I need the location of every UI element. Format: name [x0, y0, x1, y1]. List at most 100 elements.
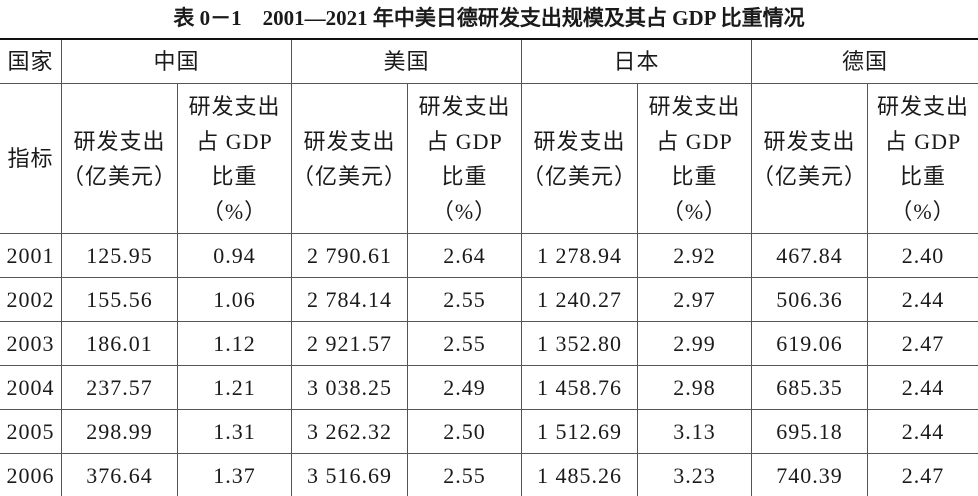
cell-text: 2.64	[443, 243, 486, 268]
data-cell: 2.64	[408, 234, 522, 278]
data-cell: 1.31	[178, 410, 292, 454]
cell-text: （亿美元）	[522, 163, 638, 189]
cell-text: 2.92	[673, 243, 716, 268]
cell-text: 237.57	[86, 375, 153, 400]
cell-text: 1 240.27	[537, 287, 622, 312]
cell-text: 研发支出	[763, 128, 856, 154]
cell-text: 研发支出	[188, 93, 281, 119]
cell-text: 2001	[6, 243, 55, 268]
cell-text: 3.13	[673, 419, 716, 444]
cell-text: 2.98	[673, 375, 716, 400]
data-cell: 1.37	[178, 454, 292, 496]
row-label: 2006	[0, 454, 62, 496]
cell-text: 中国	[153, 49, 200, 74]
data-cell: 125.95	[62, 234, 178, 278]
cell-text: 2 790.61	[307, 243, 392, 268]
data-cell: 298.99	[62, 410, 178, 454]
cell-text: 德国	[841, 49, 888, 74]
cell-text: 2005	[6, 419, 55, 444]
cell-text: 506.36	[776, 287, 843, 312]
data-cell: 155.56	[62, 278, 178, 322]
cell-text: 2.49	[443, 375, 486, 400]
cell-text: 比重	[441, 163, 488, 189]
data-cell: 2.49	[408, 366, 522, 410]
cell-text: （亿美元）	[752, 163, 868, 189]
table: 国家 中国 美国 日本 德国 指标 研发支出 （亿美元） 研发支出占 GDP 比重 （%） 研发支出（…	[0, 38, 978, 496]
data-cell: 3.23	[638, 454, 752, 496]
cell-text: 1 352.80	[537, 331, 622, 356]
cell-text: 1 458.76	[537, 375, 622, 400]
data-cell: 2.44	[868, 410, 978, 454]
cell-text: 美国	[383, 49, 430, 74]
cell-text: （%）	[661, 198, 728, 224]
data-cell: 695.18	[752, 410, 868, 454]
column-header: 研发支出占 GDP 比重 （%）	[868, 84, 978, 234]
cell-text: 1 485.26	[537, 463, 622, 488]
data-cell: 1.21	[178, 366, 292, 410]
country-header: 美国	[292, 40, 522, 84]
header-cell: 国家	[0, 40, 62, 84]
cell-text: 比重	[899, 163, 946, 189]
cell-text: 3.23	[673, 463, 716, 488]
cell-text: 1.12	[213, 331, 256, 356]
data-cell: 237.57	[62, 366, 178, 410]
data-cell: 2.47	[868, 322, 978, 366]
data-cell: 186.01	[62, 322, 178, 366]
data-cell: 376.64	[62, 454, 178, 496]
cell-text: 467.84	[776, 243, 843, 268]
cell-text: （%）	[201, 198, 268, 224]
data-cell: 1.12	[178, 322, 292, 366]
cell-text: 占 GDP	[196, 128, 273, 154]
cell-text: 指标	[7, 146, 54, 171]
cell-text: 298.99	[86, 419, 153, 444]
data-cell: 3.13	[638, 410, 752, 454]
cell-text: 2006	[6, 463, 55, 488]
cell-text: 国家	[7, 49, 54, 74]
data-cell: 2.47	[868, 454, 978, 496]
cell-text: 1 278.94	[537, 243, 622, 268]
cell-text: 比重	[211, 163, 258, 189]
cell-text: 占 GDP	[656, 128, 733, 154]
column-header: 研发支出占 GDP 比重 （%）	[638, 84, 752, 234]
cell-text: 研发支出	[73, 128, 166, 154]
column-header: 研发支出占 GDP 比重 （%）	[178, 84, 292, 234]
cell-text: 2.44	[901, 419, 945, 444]
data-cell: 2.92	[638, 234, 752, 278]
data-cell: 740.39	[752, 454, 868, 496]
row-label: 2003	[0, 322, 62, 366]
cell-text: 2.44	[901, 287, 945, 312]
country-header: 德国	[752, 40, 978, 84]
cell-text: 2.40	[901, 243, 945, 268]
cell-text: 2.99	[673, 331, 716, 356]
cell-text: 3 516.69	[307, 463, 392, 488]
data-cell: 467.84	[752, 234, 868, 278]
column-header: 研发支出 （亿美元）	[292, 84, 408, 234]
data-cell: 1 485.26	[522, 454, 638, 496]
column-header: 研发支出占 GDP 比重 （%）	[408, 84, 522, 234]
row-label: 2002	[0, 278, 62, 322]
row-label: 2001	[0, 234, 62, 278]
cell-text: 2.55	[443, 463, 486, 488]
cell-text: 685.35	[776, 375, 843, 400]
data-cell: 3 262.32	[292, 410, 408, 454]
cell-text: 2 784.14	[307, 287, 392, 312]
data-cell: 2.98	[638, 366, 752, 410]
country-header: 中国	[62, 40, 292, 84]
country-header: 日本	[522, 40, 752, 84]
cell-text: 3 262.32	[307, 419, 392, 444]
cell-text: （%）	[431, 198, 498, 224]
header-cell: 指标	[0, 84, 62, 234]
data-cell: 1 240.27	[522, 278, 638, 322]
data-cell: 2.44	[868, 278, 978, 322]
cell-text: 1 512.69	[537, 419, 622, 444]
data-cell: 685.35	[752, 366, 868, 410]
data-cell: 2.40	[868, 234, 978, 278]
data-cell: 2.97	[638, 278, 752, 322]
column-header: 研发支出 （亿美元）	[752, 84, 868, 234]
data-cell: 619.06	[752, 322, 868, 366]
cell-text: 1.31	[213, 419, 256, 444]
cell-text: 186.01	[86, 331, 153, 356]
data-cell: 2.55	[408, 322, 522, 366]
data-cell: 2.99	[638, 322, 752, 366]
